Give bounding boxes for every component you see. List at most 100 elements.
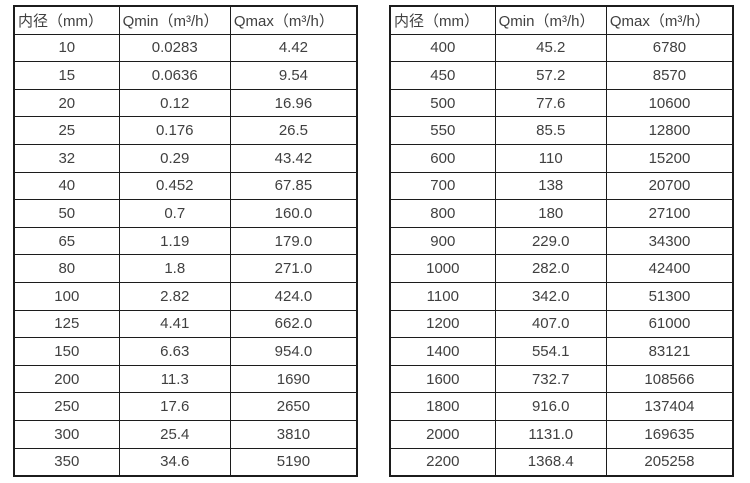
header-row: 内径（mm） Qmin（m³/h） Qmax（m³/h） <box>389 5 734 35</box>
cell-qmin: 180 <box>494 199 607 228</box>
column-header-qmax: Qmax（m³/h） <box>229 5 358 35</box>
cell-qmin: 0.12 <box>118 88 231 118</box>
cell-qmin: 34.6 <box>118 447 231 477</box>
cell-qmin: 1.8 <box>118 254 231 283</box>
table-row: 150 6.63 954.0 <box>13 337 358 366</box>
column-header-qmin: Qmin（m³/h） <box>118 5 231 35</box>
cell-qmin: 282.0 <box>494 254 607 283</box>
cell-inner-diameter: 65 <box>13 226 120 256</box>
table-row: 400 45.2 6780 <box>389 33 734 63</box>
cell-qmax: 662.0 <box>229 309 358 339</box>
table-row: 10 0.0283 4.42 <box>13 33 358 63</box>
header-row: 内径（mm） Qmin（m³/h） Qmax（m³/h） <box>13 5 358 35</box>
cell-qmin: 6.63 <box>118 337 231 366</box>
cell-qmin: 17.6 <box>118 392 231 421</box>
table-row: 1400 554.1 83121 <box>389 337 734 366</box>
table-row: 250 17.6 2650 <box>13 392 358 421</box>
cell-qmin: 554.1 <box>494 337 607 366</box>
cell-inner-diameter: 550 <box>389 116 496 145</box>
cell-qmin: 4.41 <box>118 309 231 339</box>
column-header-qmin: Qmin（m³/h） <box>494 5 607 35</box>
cell-inner-diameter: 125 <box>13 309 120 339</box>
cell-qmin: 45.2 <box>494 33 607 63</box>
cell-qmax: 205258 <box>605 447 734 477</box>
cell-qmax: 2650 <box>229 392 358 421</box>
cell-qmin: 732.7 <box>494 364 607 394</box>
cell-qmax: 179.0 <box>229 226 358 256</box>
cell-inner-diameter: 400 <box>389 33 496 63</box>
cell-qmin: 85.5 <box>494 116 607 145</box>
cell-qmax: 15200 <box>605 143 734 173</box>
cell-qmax: 67.85 <box>229 171 358 201</box>
cell-qmax: 4.42 <box>229 33 358 63</box>
table-row: 2000 1131.0 169635 <box>389 419 734 449</box>
cell-inner-diameter: 15 <box>13 61 120 90</box>
cell-inner-diameter: 600 <box>389 143 496 173</box>
cell-inner-diameter: 350 <box>13 447 120 477</box>
cell-qmax: 26.5 <box>229 116 358 145</box>
cell-qmax: 271.0 <box>229 254 358 283</box>
cell-qmin: 229.0 <box>494 226 607 256</box>
cell-inner-diameter: 1600 <box>389 364 496 394</box>
table-row: 450 57.2 8570 <box>389 61 734 90</box>
flow-rate-table-large-diameters: 内径（mm） Qmin（m³/h） Qmax（m³/h） 400 45.2 6780 450… <box>389 5 734 478</box>
table-row: 900 229.0 34300 <box>389 226 734 256</box>
cell-qmax: 3810 <box>229 419 358 449</box>
table-row: 15 0.0636 9.54 <box>13 61 358 90</box>
table-row: 65 1.19 179.0 <box>13 226 358 256</box>
cell-qmax: 12800 <box>605 116 734 145</box>
cell-inner-diameter: 700 <box>389 171 496 201</box>
cell-qmax: 954.0 <box>229 337 358 366</box>
cell-qmin: 0.0636 <box>118 61 231 90</box>
table-row: 80 1.8 271.0 <box>13 254 358 283</box>
table-row: 50 0.7 160.0 <box>13 199 358 228</box>
table-row: 350 34.6 5190 <box>13 447 358 477</box>
table-row: 20 0.12 16.96 <box>13 88 358 118</box>
table-row: 800 180 27100 <box>389 199 734 228</box>
table-row: 550 85.5 12800 <box>389 116 734 145</box>
cell-qmax: 20700 <box>605 171 734 201</box>
table-row: 100 2.82 424.0 <box>13 281 358 311</box>
column-header-inner-diameter: 内径（mm） <box>389 5 496 35</box>
cell-qmax: 34300 <box>605 226 734 256</box>
cell-inner-diameter: 1000 <box>389 254 496 283</box>
cell-inner-diameter: 40 <box>13 171 120 201</box>
table-row: 2200 1368.4 205258 <box>389 447 734 477</box>
cell-inner-diameter: 100 <box>13 281 120 311</box>
cell-qmax: 83121 <box>605 337 734 366</box>
cell-inner-diameter: 250 <box>13 392 120 421</box>
cell-qmax: 9.54 <box>229 61 358 90</box>
cell-qmax: 424.0 <box>229 281 358 311</box>
cell-inner-diameter: 1200 <box>389 309 496 339</box>
cell-inner-diameter: 150 <box>13 337 120 366</box>
cell-qmin: 0.7 <box>118 199 231 228</box>
table-row: 40 0.452 67.85 <box>13 171 358 201</box>
cell-qmax: 6780 <box>605 33 734 63</box>
table-row: 200 11.3 1690 <box>13 364 358 394</box>
table-row: 600 110 15200 <box>389 143 734 173</box>
table-row: 25 0.176 26.5 <box>13 116 358 145</box>
cell-qmin: 916.0 <box>494 392 607 421</box>
cell-inner-diameter: 20 <box>13 88 120 118</box>
cell-qmin: 1.19 <box>118 226 231 256</box>
cell-qmin: 0.0283 <box>118 33 231 63</box>
cell-qmax: 1690 <box>229 364 358 394</box>
column-header-qmax: Qmax（m³/h） <box>605 5 734 35</box>
cell-qmax: 8570 <box>605 61 734 90</box>
cell-qmin: 77.6 <box>494 88 607 118</box>
cell-qmin: 0.176 <box>118 116 231 145</box>
cell-qmin: 0.452 <box>118 171 231 201</box>
cell-inner-diameter: 2200 <box>389 447 496 477</box>
table-row: 1000 282.0 42400 <box>389 254 734 283</box>
cell-qmin: 25.4 <box>118 419 231 449</box>
cell-qmax: 169635 <box>605 419 734 449</box>
table-row: 300 25.4 3810 <box>13 419 358 449</box>
cell-qmax: 108566 <box>605 364 734 394</box>
cell-qmax: 16.96 <box>229 88 358 118</box>
table-row: 1100 342.0 51300 <box>389 281 734 311</box>
cell-inner-diameter: 1400 <box>389 337 496 366</box>
cell-qmin: 1131.0 <box>494 419 607 449</box>
cell-inner-diameter: 450 <box>389 61 496 90</box>
cell-qmax: 43.42 <box>229 143 358 173</box>
